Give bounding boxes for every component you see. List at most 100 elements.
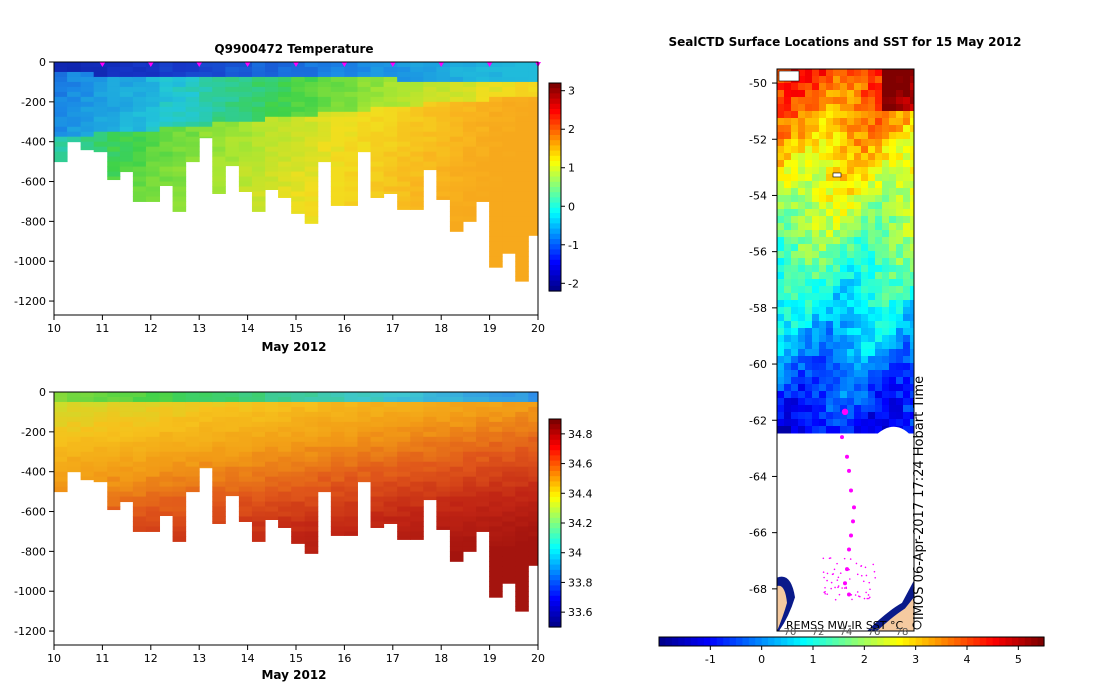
sst-cell: [875, 342, 883, 350]
section-cell: [383, 511, 398, 518]
section-cell: [172, 521, 187, 527]
section-cell: [370, 116, 385, 123]
section-cell: [528, 146, 538, 153]
section-cell: [132, 176, 147, 183]
sst-cell: [805, 104, 813, 112]
section-cell: [304, 76, 319, 83]
section-cell: [383, 476, 398, 483]
sst-cell: [826, 265, 834, 273]
section-cell: [172, 401, 187, 408]
section-cell: [265, 91, 279, 98]
sst-cell: [833, 181, 841, 189]
section-cell: [317, 141, 332, 148]
y-tick-label: -600: [21, 176, 46, 189]
sst-cell: [812, 181, 820, 189]
section-cell: [462, 106, 477, 113]
section-cell: [251, 126, 266, 133]
sst-cell: [777, 125, 785, 133]
sst-cell: [777, 391, 785, 399]
sst-cell: [833, 153, 841, 161]
sst-cell: [805, 181, 813, 189]
sst-cell: [875, 307, 883, 315]
sst-cell: [805, 118, 813, 126]
sst-cell: [847, 69, 855, 77]
section-cell: [383, 436, 398, 443]
sst-cell: [896, 419, 904, 427]
section-cell: [528, 86, 538, 93]
section-cell: [528, 136, 538, 143]
section-cell: [172, 531, 187, 537]
sst-cell: [854, 118, 862, 126]
sst-cell: [854, 132, 862, 140]
y-tick-label: 0: [39, 386, 46, 399]
section-cell: [489, 111, 503, 118]
section-cell: [265, 446, 279, 453]
section-cell: [397, 496, 411, 503]
section-cell: [357, 136, 372, 143]
section-cell: [370, 421, 385, 428]
sst-cell: [882, 272, 890, 280]
section-cell: [515, 246, 529, 252]
sst-cell: [798, 307, 806, 315]
section-cell: [107, 62, 121, 68]
section-cell: [330, 151, 345, 158]
section-cell: [159, 421, 174, 428]
section-cell: [344, 111, 358, 118]
section-cell: [185, 156, 200, 163]
sst-cell: [861, 195, 869, 203]
section-cell: [304, 392, 319, 398]
section-cell: [199, 71, 213, 78]
section-cell: [54, 126, 68, 133]
sst-cell: [889, 335, 897, 343]
section-cell: [145, 456, 161, 463]
sst-cell: [812, 69, 820, 77]
section-cell: [410, 86, 424, 93]
sst-cell: [805, 363, 813, 371]
section-cell: [238, 486, 253, 493]
sst-cell: [805, 160, 813, 168]
section-cell: [515, 396, 529, 403]
section-cell: [304, 96, 319, 103]
sst-cell: [875, 279, 883, 287]
sst-cell: [847, 209, 855, 217]
sst-cell: [819, 83, 827, 91]
section-cell: [462, 421, 477, 428]
section-cell: [93, 416, 108, 423]
section-cell: [132, 116, 147, 123]
section-cell: [172, 481, 187, 488]
sst-cell: [798, 83, 806, 91]
section-cell: [449, 411, 464, 418]
section-cell: [436, 111, 451, 118]
section-cell: [449, 201, 464, 207]
section-cell: [251, 62, 266, 68]
section-cell: [54, 401, 68, 408]
section-cell: [515, 476, 529, 483]
section-cell: [489, 401, 503, 408]
section-cell: [449, 456, 464, 463]
sst-cell: [784, 349, 792, 357]
y-tick-label: -1200: [14, 625, 46, 638]
sst-cell: [833, 349, 841, 357]
section-cell: [410, 446, 424, 453]
section-cell: [304, 211, 319, 217]
sst-cell: [861, 328, 869, 336]
sst-cell: [868, 384, 876, 392]
seal-position: [847, 468, 851, 473]
section-cell: [185, 62, 200, 68]
sst-cell: [847, 377, 855, 385]
section-cell: [317, 431, 332, 438]
sst-cell: [868, 419, 876, 427]
section-cell: [278, 166, 292, 173]
sst-cell: [889, 146, 897, 154]
section-cell: [397, 446, 411, 453]
sst-cell: [819, 356, 827, 364]
section-cell: [54, 91, 68, 98]
section-cell: [304, 486, 319, 493]
section-cell: [344, 161, 358, 168]
colorbar-swatch: [549, 176, 561, 183]
sst-cell: [875, 104, 883, 112]
section-cell: [515, 456, 529, 463]
section-cell: [172, 431, 187, 438]
section-cell: [502, 251, 516, 254]
section-cell: [383, 91, 398, 98]
